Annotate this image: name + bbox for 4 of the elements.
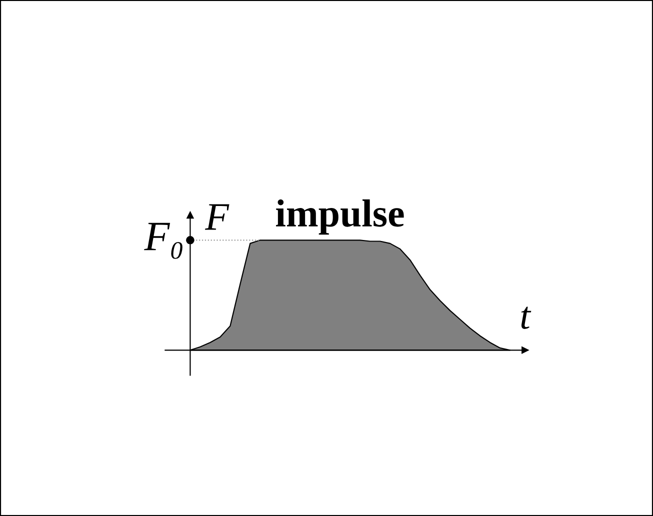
x-axis-title: t [521,306,532,330]
y-axis-title: F [204,204,230,230]
text: impulse [276,199,404,235]
ref-line-label: F₀ [144,222,182,259]
